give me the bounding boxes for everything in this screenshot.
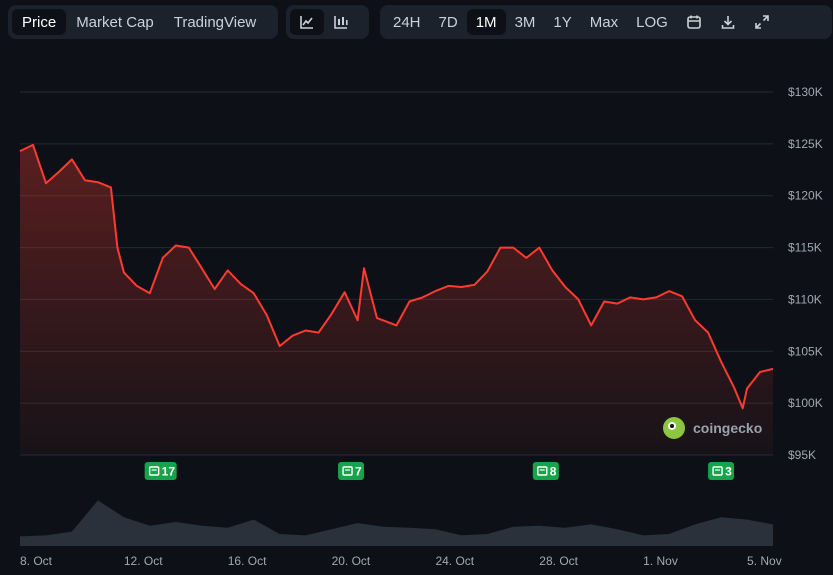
newspaper-icon: [537, 466, 548, 476]
calendar-icon: [686, 14, 702, 30]
download-button[interactable]: [711, 9, 745, 35]
coingecko-watermark: coingecko: [663, 417, 762, 439]
range-24h-button[interactable]: 24H: [393, 13, 421, 31]
tab-tradingview[interactable]: TradingView: [173, 13, 257, 31]
download-icon: [720, 14, 736, 30]
news-marker-count: 8: [550, 465, 557, 479]
news-marker[interactable]: 3: [708, 462, 735, 480]
range-log-button[interactable]: LOG: [636, 13, 668, 31]
range-3m-button[interactable]: 3M: [514, 13, 536, 31]
y-tick-label: $130K: [788, 85, 823, 99]
line-chart-icon: [299, 14, 315, 30]
news-marker[interactable]: 7: [338, 462, 365, 480]
watermark-text: coingecko: [693, 420, 762, 436]
range-group: 24H 7D 1M 3M 1Y Max LOG: [380, 5, 832, 39]
expand-icon: [754, 14, 770, 30]
chart-type-group: [286, 5, 369, 39]
x-tick-label: 12. Oct: [124, 554, 163, 568]
y-tick-label: $110K: [788, 292, 822, 306]
calendar-button[interactable]: [677, 9, 711, 35]
x-tick-label: 20. Oct: [332, 554, 371, 568]
x-tick-label: 1. Nov: [643, 554, 678, 568]
price-line[interactable]: [19, 143, 774, 410]
price-area-fill: [20, 144, 773, 455]
news-marker-count: 17: [162, 465, 176, 479]
news-marker[interactable]: 17: [144, 462, 177, 480]
candlestick-chart-button[interactable]: [324, 9, 358, 35]
news-marker-count: 3: [725, 465, 732, 479]
y-tick-label: $120K: [788, 189, 823, 203]
y-tick-label: $125K: [788, 137, 823, 151]
y-tick-label: $95K: [788, 448, 816, 462]
x-tick-label: 16. Oct: [228, 554, 267, 568]
x-tick-label: 28. Oct: [539, 554, 578, 568]
tab-price[interactable]: Price: [12, 9, 67, 35]
gecko-logo-pupil: [670, 424, 674, 428]
volume-area: [20, 500, 773, 546]
x-tick-label: 8. Oct: [20, 554, 53, 568]
y-tick-label: $115K: [788, 241, 822, 255]
news-markers: 17 7 8 3: [144, 462, 735, 480]
y-tick-label: $105K: [788, 344, 823, 358]
tab-market-cap[interactable]: Market Cap: [76, 13, 154, 31]
expand-button[interactable]: [745, 9, 779, 35]
range-max-button[interactable]: Max: [589, 13, 619, 31]
y-axis: $130K $125K $120K $115K $110K $105K $100K $95K: [788, 85, 823, 462]
x-tick-label: 5. Nov: [747, 554, 782, 568]
line-chart-button[interactable]: [290, 9, 324, 35]
y-tick-label: $100K: [788, 396, 823, 410]
newspaper-icon: [712, 466, 723, 476]
range-7d-button[interactable]: 7D: [438, 13, 458, 31]
x-tick-label: 24. Oct: [435, 554, 474, 568]
newspaper-icon: [148, 466, 160, 476]
news-marker-count: 7: [355, 465, 362, 479]
candlestick-chart-icon: [333, 14, 349, 30]
range-1m-button[interactable]: 1M: [466, 9, 506, 35]
newspaper-icon: [342, 466, 353, 476]
x-axis: 8. Oct 12. Oct 16. Oct 20. Oct 24. Oct 28. Oc…: [20, 554, 782, 568]
news-marker[interactable]: 8: [532, 462, 559, 480]
view-tab-group: Price Market Cap TradingView: [8, 5, 278, 39]
range-1y-button[interactable]: 1Y: [553, 13, 572, 31]
